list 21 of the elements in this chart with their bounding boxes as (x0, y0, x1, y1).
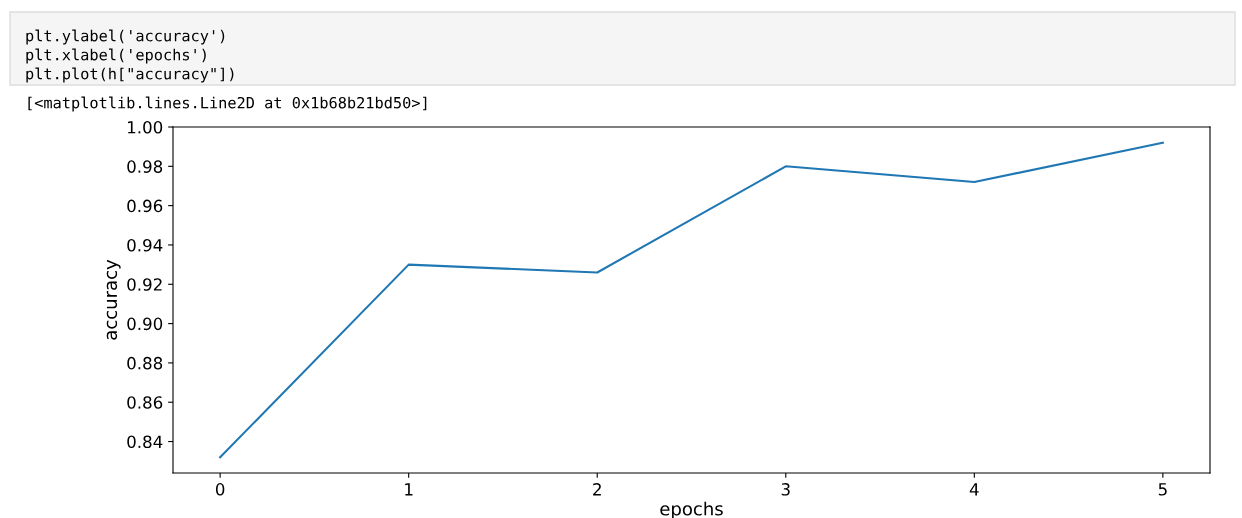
y-tick-label: 0.84 (127, 435, 163, 449)
y-tick-label: 0.90 (127, 317, 163, 331)
x-tick-label: 3 (781, 483, 790, 496)
y-tick-label: 0.96 (127, 199, 163, 213)
y-tick-label: 0.94 (127, 238, 163, 252)
y-tick-label: 0.92 (127, 278, 162, 291)
y-axis-title: accuracy (106, 259, 121, 340)
x-tick-label: 5 (1158, 483, 1167, 496)
y-tick-label: 1.00 (128, 120, 163, 134)
x-tick-label: 2 (593, 483, 601, 496)
y-tick-label: 0.98 (127, 160, 163, 173)
text: plt.plot(h["accuracy"]) (26, 67, 234, 83)
y-tick-label: 0.88 (127, 356, 163, 370)
text: [<matplotlib.lines.Line2D at 0x1b68b21bd50>] (28, 96, 427, 112)
x-tick-label: 0 (215, 483, 225, 496)
x-tick-label: 4 (969, 483, 979, 496)
y-tick-label: 0.86 (127, 396, 163, 409)
text: plt.xlabel('epochs') (26, 48, 206, 64)
x-tick-label: 1 (405, 483, 413, 496)
line-series (219, 141, 1164, 459)
text: plt.ylabel('accuracy') (26, 29, 225, 45)
